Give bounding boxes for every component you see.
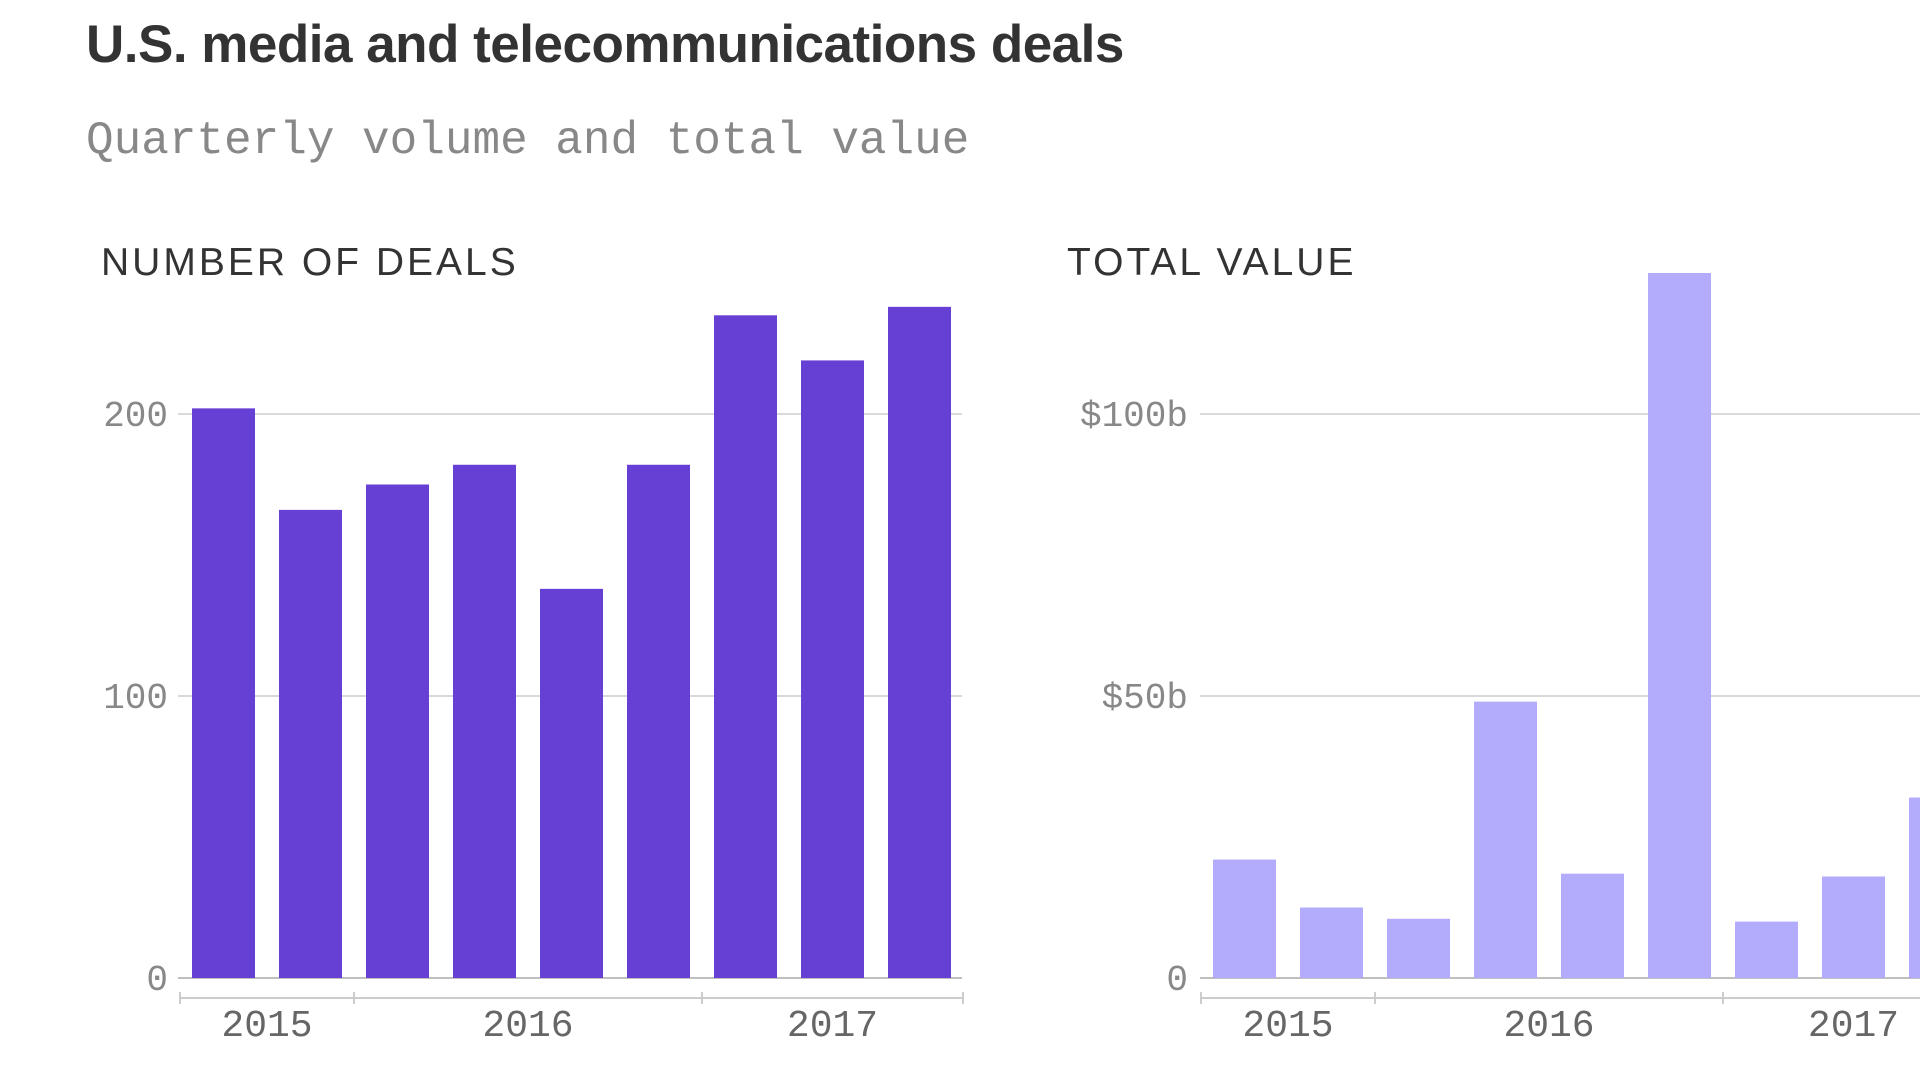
bar (192, 408, 255, 978)
year-label: 2017 (1808, 1005, 1899, 1048)
year-label: 2017 (787, 1005, 878, 1048)
y-tick-label: $100b (1080, 396, 1188, 437)
chart-subtitle: Quarterly volume and total value (86, 115, 970, 167)
bar (1474, 701, 1537, 978)
y-tick-label: 200 (103, 396, 168, 437)
bar (279, 509, 342, 978)
year-label: 2016 (1503, 1005, 1594, 1048)
y-tick-label: 0 (146, 960, 168, 1001)
chart-title: U.S. media and telecommunications deals (86, 15, 1124, 74)
bar (888, 306, 951, 979)
bar (1300, 907, 1363, 978)
bar (627, 464, 690, 978)
bar (1387, 918, 1450, 978)
panel-title: TOTAL VALUE (1067, 241, 1356, 284)
bar (1735, 921, 1798, 978)
bar (714, 315, 777, 978)
bar (801, 360, 864, 978)
bar (1213, 859, 1276, 978)
number-of-deals-panel: NUMBER OF DEALS 0 100 200 2015 2016 2017 (101, 241, 964, 1048)
year-label: 2015 (221, 1005, 312, 1048)
bar (1648, 273, 1711, 978)
bar (1909, 797, 1920, 978)
year-label: 2015 (1242, 1005, 1333, 1048)
panel-title: NUMBER OF DEALS (101, 241, 519, 284)
bar (453, 464, 516, 978)
year-label: 2016 (482, 1005, 573, 1048)
total-value-panel: TOTAL VALUE 0 $50b $100b 2015 2016 2017 (1067, 241, 1920, 1048)
bar (1822, 876, 1885, 978)
bar (1561, 873, 1624, 978)
bar (366, 484, 429, 978)
y-tick-label: 0 (1166, 960, 1188, 1001)
y-tick-label: $50b (1102, 678, 1188, 719)
y-tick-label: 100 (103, 678, 168, 719)
bar (540, 588, 603, 978)
